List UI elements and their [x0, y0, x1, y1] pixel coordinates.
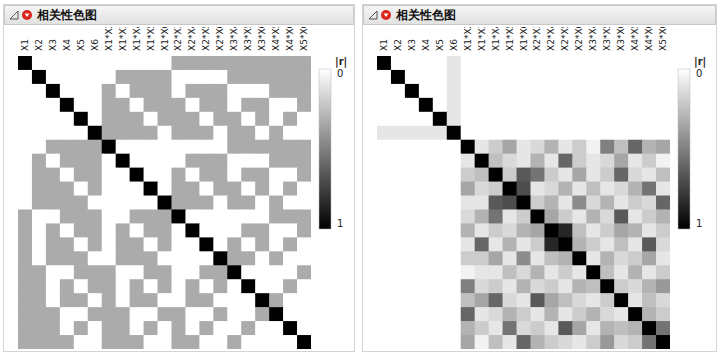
svg-text:X5: X5: [76, 39, 86, 51]
svg-text:X2*X5: X2*X5: [560, 27, 570, 51]
svg-text:X1*X3: X1*X3: [118, 27, 128, 51]
svg-text:X1*X4: X1*X4: [491, 27, 501, 51]
svg-text:X3*X5: X3*X5: [602, 27, 612, 51]
svg-text:X5*X6: X5*X6: [299, 27, 309, 51]
svg-text:1: 1: [696, 218, 702, 229]
svg-text:X3: X3: [48, 39, 58, 51]
svg-text:X4*X6: X4*X6: [285, 27, 295, 51]
svg-text:X4*X6: X4*X6: [644, 27, 654, 51]
html-text:相关性色图: 相关性色图: [396, 7, 456, 22]
svg-text:X1*X6: X1*X6: [519, 27, 529, 51]
svg-text:X1*X4: X1*X4: [132, 27, 142, 51]
svg-text:X3: X3: [407, 39, 417, 51]
svg-text:X1*X5: X1*X5: [146, 27, 156, 51]
svg-text:X3*X4: X3*X4: [588, 27, 598, 51]
svg-text:X3*X6: X3*X6: [616, 27, 626, 51]
svg-text:X3*X5: X3*X5: [243, 27, 253, 51]
svg-text:X4*X5: X4*X5: [271, 27, 281, 51]
svg-text:X1: X1: [379, 39, 389, 51]
svg-text:X1*X6: X1*X6: [160, 27, 170, 51]
svg-text:X4: X4: [62, 39, 72, 51]
svg-text:X2*X6: X2*X6: [574, 27, 584, 51]
svg-text:1: 1: [337, 218, 343, 229]
svg-text:X5: X5: [435, 39, 445, 51]
svg-text:X2*X6: X2*X6: [215, 27, 225, 51]
svg-text:X1*X2: X1*X2: [463, 27, 473, 51]
svg-text:X2*X5: X2*X5: [201, 27, 211, 51]
svg-text:X2*X4: X2*X4: [187, 27, 197, 51]
svg-text:X4*X5: X4*X5: [630, 27, 640, 51]
svg-text:X5*X6: X5*X6: [658, 27, 668, 51]
svg-text:X2*X4: X2*X4: [546, 27, 556, 51]
svg-text:X1: X1: [20, 39, 30, 51]
svg-text:|r|: |r|: [694, 56, 706, 68]
svg-text:X2*X3: X2*X3: [173, 27, 183, 51]
svg-text:X2*X3: X2*X3: [532, 27, 542, 51]
html-text:相关性色图: 相关性色图: [37, 7, 97, 22]
svg-text:X3*X4: X3*X4: [229, 27, 239, 51]
svg-text:X4: X4: [421, 39, 431, 51]
svg-text:X1*X3: X1*X3: [477, 27, 487, 51]
svg-text:X1*X5: X1*X5: [505, 27, 515, 51]
svg-text:0: 0: [337, 68, 343, 79]
svg-text:X1*X2: X1*X2: [104, 27, 114, 51]
svg-text:X6: X6: [90, 39, 100, 51]
svg-text:X6: X6: [449, 39, 459, 51]
svg-text:|r|: |r|: [335, 56, 347, 68]
svg-text:0: 0: [696, 68, 702, 79]
svg-text:X2: X2: [34, 39, 44, 51]
svg-text:X2: X2: [393, 39, 403, 51]
svg-text:X3*X6: X3*X6: [257, 27, 267, 51]
